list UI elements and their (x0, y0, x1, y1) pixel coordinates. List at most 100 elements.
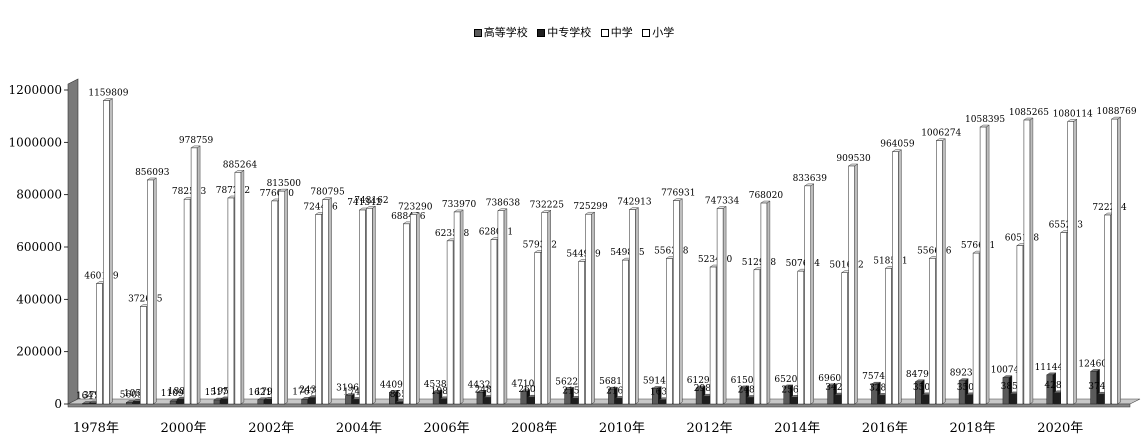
data-label: 35054 (957, 383, 986, 393)
data-label: 523450 (698, 255, 733, 265)
data-label: 724446 (303, 202, 338, 212)
data-label: 100741 (991, 366, 1025, 376)
bar-middle-school (315, 214, 322, 405)
bar-side (196, 145, 201, 405)
data-label: 742913 (617, 198, 652, 208)
data-label: 723290 (398, 203, 433, 213)
data-label: 556656 (917, 246, 952, 256)
data-label: 733970 (442, 200, 477, 210)
data-label: 549855 (610, 248, 645, 258)
data-label: 372655 (128, 294, 163, 304)
bar-vocational-school (702, 395, 710, 405)
data-label: 732225 (530, 200, 565, 210)
bar-middle-school (490, 239, 498, 405)
bar-primary-school (673, 200, 680, 405)
data-label: 782533 (172, 187, 207, 197)
bar-vocational-school (834, 394, 841, 405)
data-label: 813500 (267, 179, 302, 189)
data-label: 19525 (212, 387, 241, 397)
data-label: 17670 (292, 387, 321, 397)
data-label: 11093 (161, 389, 190, 399)
bar-side (328, 197, 332, 405)
data-label: 111440 (1035, 363, 1070, 373)
bar-middle-school (183, 198, 191, 405)
data-label: 61503 (731, 376, 760, 386)
bar-primary-school (629, 209, 636, 405)
bar-vocational-school (571, 398, 578, 405)
bar-middle-school (403, 223, 410, 405)
bar-higher-education (608, 388, 615, 405)
data-label: 35007 (913, 383, 942, 393)
data-label: 501622 (829, 261, 863, 271)
legend-item-middle-school: 中学 (600, 24, 633, 40)
bar-vocational-school (878, 395, 885, 405)
bar-primary-school (804, 185, 811, 405)
data-label: 738638 (486, 199, 521, 209)
bar-side (416, 212, 420, 405)
data-label: 25620 (781, 385, 810, 395)
bar-higher-education (169, 400, 177, 405)
data-label: 3793 (83, 391, 106, 401)
data-label: 722214 (1092, 203, 1127, 213)
bar-middle-school (841, 272, 848, 405)
bar-side (109, 98, 113, 405)
bar-higher-education (695, 387, 703, 405)
bar-higher-education (871, 383, 878, 405)
data-label: 1080114 (1053, 109, 1093, 119)
bar-side (591, 211, 595, 405)
bar-middle-school (797, 270, 804, 405)
data-label: 21558 (562, 386, 591, 396)
x-tick-label: 2014年 (774, 421, 820, 436)
bar-higher-education (739, 387, 747, 405)
bar-higher-education (389, 392, 396, 405)
bar-primary-school (497, 210, 505, 405)
bar-middle-school (753, 269, 761, 405)
bar-side (547, 210, 551, 405)
data-label: 776000 (260, 189, 295, 199)
data-label: 747334 (705, 196, 740, 206)
data-label: 37408 (1088, 382, 1117, 392)
bar-higher-education (827, 385, 834, 405)
bar-higher-education (1090, 371, 1097, 405)
data-label: 15173 (205, 388, 234, 398)
bar-higher-education (1002, 377, 1010, 405)
bar-vocational-school (89, 402, 96, 405)
bar-primary-school (716, 208, 724, 405)
data-label: 89237 (950, 369, 979, 379)
x-tick-label: 2018年 (950, 421, 996, 436)
bar-primary-school (541, 212, 548, 405)
bar-primary-school (848, 165, 855, 405)
bar-primary-school (453, 211, 461, 405)
data-label: 29894 (694, 384, 723, 394)
data-label: 44091 (380, 380, 409, 390)
data-label: 18883 (168, 387, 197, 397)
bar-side (766, 200, 771, 405)
bar-vocational-school (220, 398, 228, 405)
x-tick-label: 2008年 (511, 421, 557, 436)
y-tick-label: 400000 (16, 292, 62, 306)
bar-middle-school (709, 266, 717, 405)
bar-primary-school (147, 179, 154, 405)
legend-swatch-primary-school (642, 29, 651, 37)
data-label: 909530 (836, 154, 871, 164)
legend-label-primary-school: 小学 (652, 26, 675, 39)
data-label: 856093 (135, 168, 170, 178)
y-tick-label: 600000 (16, 240, 62, 254)
bar-vocational-school (483, 397, 491, 405)
data-label: 460129 (84, 272, 119, 282)
data-label: 768020 (749, 191, 784, 201)
data-label: 26011 (518, 385, 547, 395)
data-label: 8559 (390, 390, 413, 400)
bar-higher-education (257, 399, 264, 405)
bar-higher-education (783, 386, 790, 405)
data-label: 628021 (479, 228, 513, 238)
bar-vocational-school (439, 398, 447, 405)
bar-higher-education (432, 391, 440, 405)
x-tick-label: 2020年 (1037, 421, 1083, 436)
data-label: 518521 (873, 256, 907, 266)
data-label: 56226 (555, 377, 584, 387)
data-label: 47104 (511, 380, 540, 390)
bar-higher-education (652, 388, 659, 405)
bar-primary-school (278, 190, 285, 405)
